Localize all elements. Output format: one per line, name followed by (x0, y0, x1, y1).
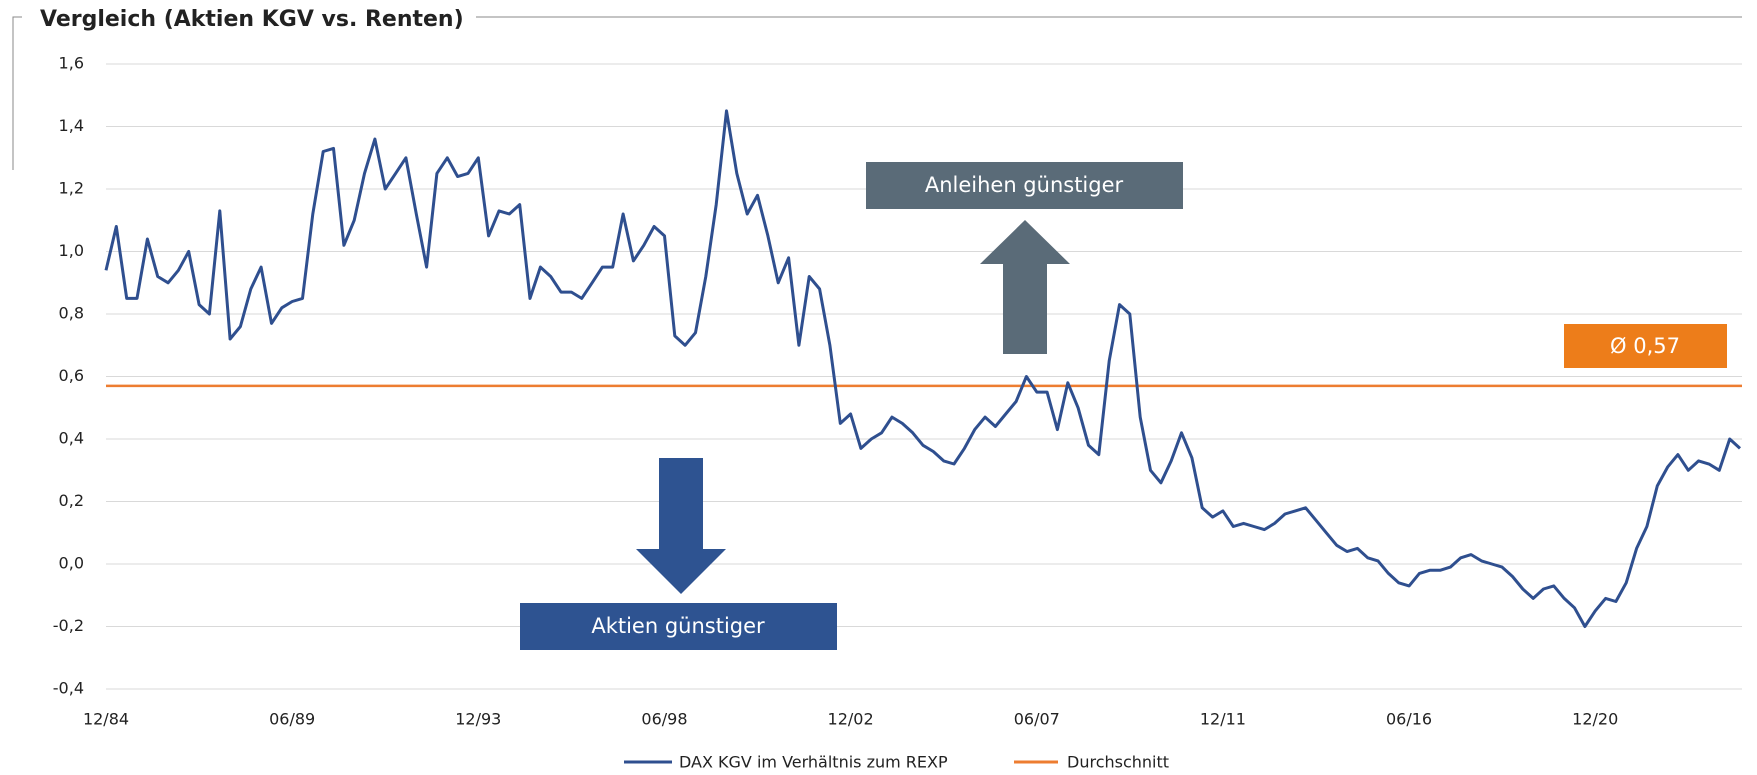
y-tick-label: 0,2 (59, 491, 84, 510)
data-line (104, 109, 1742, 628)
y-tick-label: 0,0 (59, 554, 84, 573)
y-tick-label: 1,4 (59, 116, 84, 135)
arrow-up (980, 220, 1070, 354)
arrow-down (636, 458, 726, 594)
x-tick-label: 12/02 (828, 710, 874, 729)
annotation: Aktien günstiger (591, 614, 765, 638)
x-tick-label: 06/07 (1014, 710, 1060, 729)
y-tick-label: 1,0 (59, 241, 84, 260)
y-tick-label: 0,8 (59, 304, 84, 323)
chart-title: Vergleich (Aktien KGV vs. Renten) (40, 7, 464, 32)
legend-label: DAX KGV im Verhältnis zum REXP (679, 753, 948, 772)
plot (104, 109, 1742, 628)
x-tick-label: 06/16 (1386, 710, 1432, 729)
x-tick-label: 12/84 (83, 710, 129, 729)
legend-label: Durchschnitt (1067, 753, 1169, 772)
x-tick-label: 12/93 (455, 710, 501, 729)
y-tick-label: 1,6 (59, 54, 84, 73)
frame-bracket (12, 16, 22, 170)
grid: -0,4 -0,2 0,0 0,2 0,4 0,6 0,8 1,0 1,2 1,4 1,6 12/84… (53, 54, 1742, 729)
y-tick-label: 0,4 (59, 429, 84, 448)
annotation-box (866, 162, 1183, 209)
y-tick-label: 0,6 (59, 366, 84, 385)
average-box (1564, 324, 1727, 368)
x-tick-label: 12/11 (1200, 710, 1246, 729)
annotation: Anleihen günstiger (925, 173, 1124, 197)
x-tick-label: 12/20 (1572, 710, 1618, 729)
average-label: Ø 0,57 (1610, 334, 1680, 358)
y-tick-label: 1,2 (59, 179, 84, 198)
y-tick-label: -0,4 (53, 679, 84, 698)
y-tick-label: -0,2 (53, 616, 84, 635)
x-tick-label: 06/89 (269, 710, 315, 729)
annotation-box (520, 603, 837, 650)
x-tick-label: 06/98 (641, 710, 687, 729)
